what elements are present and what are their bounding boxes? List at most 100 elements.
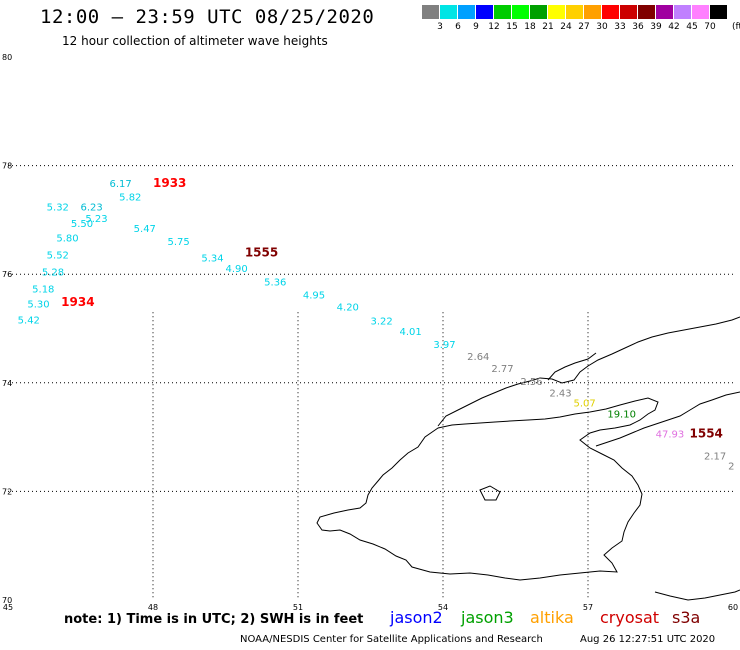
wave-height-label: 5.52	[47, 250, 69, 261]
time-label: 1933	[153, 176, 186, 190]
lat-lon-grid: 45 48 51 54 57 60 70 72 74 76 78 80	[2, 53, 738, 612]
time-label: 1555	[245, 245, 278, 259]
lon-tick-label: 60	[728, 603, 738, 612]
satellite-cryosat: cryosat	[600, 608, 660, 627]
lon-tick-label: 51	[293, 603, 303, 612]
wave-height-label: 6.23	[81, 203, 103, 214]
color-scale-swatch	[548, 5, 565, 19]
color-scale-label: 9	[473, 22, 479, 32]
color-scale-swatch	[656, 5, 673, 19]
satellite-s3a: s3a	[672, 608, 701, 627]
color-scale-swatch	[512, 5, 529, 19]
color-scale-swatch	[602, 5, 619, 19]
wave-height-label: 2.77	[491, 364, 513, 375]
wave-height-label: 47.93	[656, 430, 685, 441]
color-scale-swatch	[710, 5, 727, 19]
color-scale-swatch	[440, 5, 457, 19]
timestamp: Aug 26 12:27:51 UTC 2020	[580, 634, 716, 645]
wave-height-label: 19.10	[607, 410, 636, 421]
wave-height-label: 5.82	[119, 192, 141, 203]
color-scale-swatch	[566, 5, 583, 19]
color-scale-label: 70	[704, 22, 716, 32]
color-scale-label: 27	[578, 22, 590, 32]
color-scale-swatch	[620, 5, 637, 19]
color-scale-swatch	[458, 5, 475, 19]
wave-height-label: 6.17	[110, 179, 132, 190]
color-scale-swatch	[638, 5, 655, 19]
coastline-north-island	[437, 316, 740, 427]
wave-height-label: 2.56	[520, 377, 542, 388]
lat-tick-label: 70	[2, 596, 12, 605]
color-scale-label: 39	[650, 22, 662, 32]
wave-height-label: 5.42	[18, 316, 40, 327]
lon-tick-label: 48	[148, 603, 158, 612]
wave-height-label: 2.43	[549, 388, 571, 399]
lat-tick-label: 80	[2, 53, 12, 62]
wave-height-label: 5.18	[32, 285, 54, 296]
wave-height-label: 4.95	[303, 291, 325, 302]
wave-height-label: 5.34	[201, 254, 223, 265]
color-scale-label: 15	[506, 22, 518, 32]
color-scale-label: 18	[524, 22, 536, 32]
observation-labels: 6.17 5.82 5.32 6.235.235.50 5.47 5.80 5.75 5.52…	[18, 176, 735, 473]
color-scale-label: 3	[437, 22, 443, 32]
satellite-jason3: jason3	[461, 608, 514, 627]
satellite-jason2: jason2	[390, 608, 443, 627]
credit-line: NOAA/NESDIS Center for Satellite Applica…	[240, 634, 543, 645]
lat-tick-label: 76	[2, 270, 12, 279]
time-label: 1934	[61, 295, 94, 309]
color-scale-label: 36	[632, 22, 644, 32]
coastline-north-island-east	[595, 391, 740, 447]
coastline	[316, 316, 740, 601]
color-scale-label: 30	[596, 22, 608, 32]
color-scale-swatch	[494, 5, 511, 19]
lat-tick-label: 72	[2, 487, 12, 496]
color-scale-swatch	[530, 5, 547, 19]
wave-height-label: 5.36	[264, 278, 286, 289]
map-subtitle: 12 hour collection of altimeter wave hei…	[62, 34, 328, 48]
wave-height-label: 5.80	[56, 234, 78, 245]
wave-height-label: 2.17	[704, 451, 726, 462]
footer-note: note: 1) Time is in UTC; 2) SWH is in fe…	[64, 612, 364, 627]
color-scale-swatch	[692, 5, 709, 19]
wave-height-label: 4.90	[226, 264, 248, 275]
color-scale-swatch	[422, 5, 439, 19]
wave-height-label: 5.23	[85, 214, 107, 225]
color-scale-label: 24	[560, 22, 572, 32]
coastline-south-island	[316, 397, 659, 581]
color-scale-swatch	[476, 5, 493, 19]
wave-height-label: 4.01	[400, 327, 422, 338]
color-scale-swatch	[674, 5, 691, 19]
color-scale-swatch	[584, 5, 601, 19]
lon-tick-label: 54	[438, 603, 448, 612]
color-scale-label: 12	[488, 22, 500, 32]
time-label: 1554	[690, 427, 723, 441]
lon-tick-label: 45	[3, 603, 13, 612]
color-scale-label: 21	[542, 22, 554, 32]
color-scale-label: 6	[455, 22, 461, 32]
wave-height-label: 5.30	[27, 299, 49, 310]
wave-height-label: 5.47	[134, 224, 156, 235]
wave-height-label: 5.75	[168, 237, 190, 248]
coastline-islet	[479, 485, 501, 501]
wave-height-label: 2	[728, 462, 734, 473]
coastline-mainland-east	[654, 589, 740, 601]
wave-height-label: 5.28	[42, 267, 64, 278]
wave-height-label: 5.32	[47, 203, 69, 214]
color-scale-label: 33	[614, 22, 626, 32]
satellite-altika: altika	[530, 608, 574, 627]
wave-height-label: 3.97	[433, 340, 455, 351]
wave-height-label: 5.50	[71, 219, 93, 230]
wave-height-label: 5.07	[574, 399, 596, 410]
wave-height-label: 3.22	[371, 317, 393, 328]
lon-tick-label: 57	[583, 603, 593, 612]
wave-height-label: 2.64	[467, 352, 489, 363]
color-scale-label: 45	[686, 22, 698, 32]
wave-height-label: 4.20	[337, 303, 359, 314]
lat-tick-label: 78	[2, 162, 12, 171]
map-title: 12:00 – 23:59 UTC 08/25/2020	[40, 6, 375, 28]
lat-tick-label: 74	[2, 379, 12, 388]
color-scale-unit: (ft)	[732, 22, 740, 32]
color-scale-label: 42	[668, 22, 680, 32]
